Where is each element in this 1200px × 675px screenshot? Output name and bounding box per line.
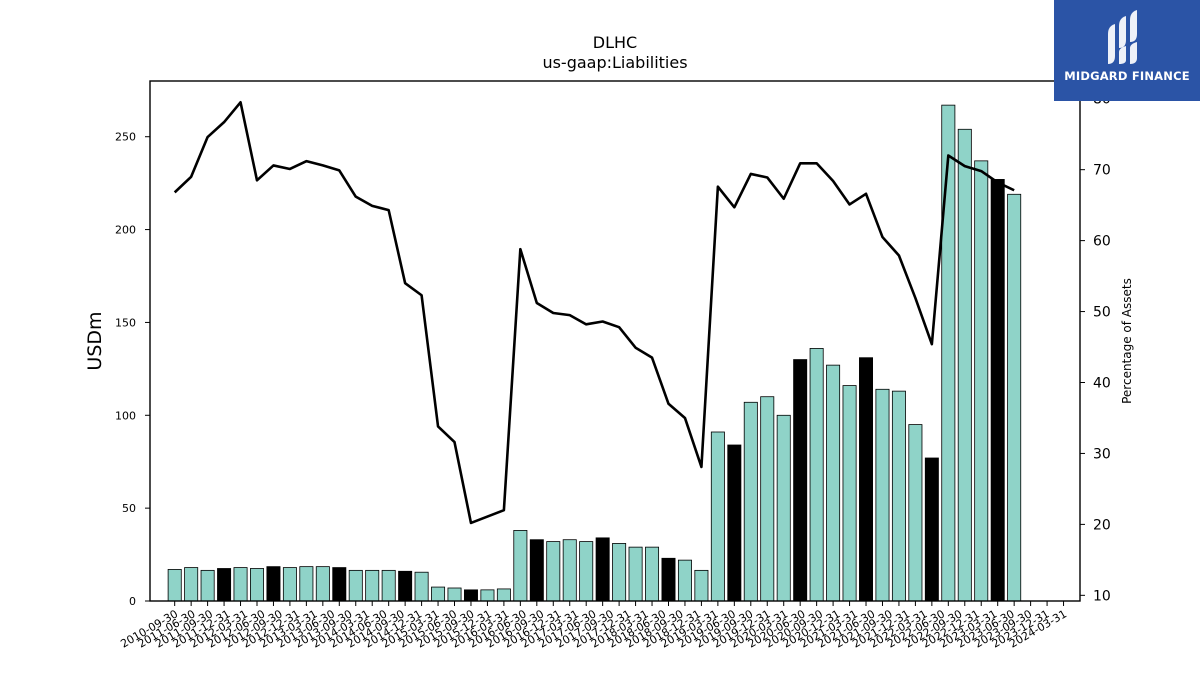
bar-2014-12-31 <box>447 587 462 602</box>
bar-2019-06-30 <box>743 401 758 602</box>
bar-2019-09-30 <box>760 396 775 602</box>
bar-2018-03-31 <box>661 557 676 602</box>
bar-2019-12-31 <box>776 414 791 602</box>
bar-2023-03-31 <box>990 179 1005 602</box>
bar-2022-03-31 <box>924 457 939 602</box>
y-tick-label: 50 <box>122 502 136 515</box>
bar-2020-09-30 <box>826 364 841 602</box>
bar-2014-09-30 <box>431 586 446 602</box>
bar-2017-12-31 <box>645 546 660 602</box>
bar-2020-06-30 <box>809 348 824 602</box>
chart-subtitle: us-gaap:Liabilities <box>542 53 687 72</box>
bar-2021-06-30 <box>875 388 890 602</box>
bar-2012-09-30 <box>299 566 314 602</box>
plot-frame <box>149 80 1081 602</box>
bar-2017-06-30 <box>612 543 627 602</box>
bar-2012-06-30 <box>282 567 297 602</box>
bar-2016-06-30 <box>546 541 561 602</box>
bar-2013-09-30 <box>365 569 380 602</box>
bar-2011-06-30 <box>217 568 232 602</box>
y2-tick-label: 60 <box>1093 234 1111 250</box>
y-axis-label: USDm <box>84 311 106 370</box>
bar-2018-12-31 <box>710 431 725 602</box>
bar-2010-09-30 <box>167 569 182 602</box>
bar-2022-09-30 <box>957 128 972 602</box>
y2-tick-label: 40 <box>1093 376 1111 392</box>
bar-2015-12-31 <box>513 530 528 602</box>
bar-2015-03-31 <box>463 589 478 602</box>
chart-title: DLHC <box>593 33 637 52</box>
y-tick-label: 250 <box>115 131 136 144</box>
bar-2023-06-30 <box>1007 193 1022 602</box>
bar-2022-06-30 <box>941 104 956 602</box>
bar-2017-09-30 <box>628 546 643 602</box>
bar-2021-09-30 <box>891 390 906 602</box>
bar-2014-03-31 <box>398 570 413 602</box>
line-percentage-of-assets <box>173 100 1015 525</box>
bar-2021-03-31 <box>859 357 873 602</box>
bar-2013-12-31 <box>381 569 396 602</box>
bar-2013-06-30 <box>348 569 363 602</box>
brand-name: MIDGARD FINANCE <box>1064 69 1190 83</box>
bar-2010-12-31 <box>184 567 199 602</box>
bar-2011-03-31 <box>200 569 215 602</box>
bar-2016-03-31 <box>529 539 544 602</box>
y-tick-label: 200 <box>115 224 136 237</box>
y2-tick-label: 10 <box>1093 588 1111 604</box>
y-tick-label: 150 <box>115 316 136 329</box>
y2-tick-label: 70 <box>1093 163 1111 179</box>
bar-2016-09-30 <box>562 539 577 602</box>
bar-2020-03-31 <box>793 359 808 602</box>
bar-2016-12-31 <box>579 541 594 602</box>
bar-2015-06-30 <box>480 589 495 602</box>
bar-2012-03-31 <box>266 566 281 602</box>
bar-2019-03-31 <box>727 444 742 602</box>
bar-2021-12-31 <box>908 424 923 602</box>
y-tick-label: 0 <box>129 595 136 608</box>
bar-2013-03-31 <box>332 567 347 602</box>
y2-tick-label: 30 <box>1093 446 1111 462</box>
bar-2011-09-30 <box>233 567 248 602</box>
bar-2018-09-30 <box>694 569 709 602</box>
bar-2014-06-30 <box>414 571 429 602</box>
bar-2020-12-31 <box>842 385 857 602</box>
bar-2015-09-30 <box>496 588 511 602</box>
brand-mark-icon <box>1108 10 1137 64</box>
bar-2017-03-31 <box>595 537 610 602</box>
brand-logo: MIDGARD FINANCE <box>1054 0 1200 101</box>
bar-2022-12-31 <box>974 160 989 602</box>
y2-tick-label: 20 <box>1093 517 1111 533</box>
bar-2012-12-31 <box>315 566 330 602</box>
bar-2011-12-31 <box>250 568 264 602</box>
bar-2018-06-30 <box>677 559 692 602</box>
y2-tick-label: 50 <box>1093 305 1111 321</box>
y2-axis-label: Percentage of Assets <box>1120 278 1134 404</box>
y-tick-label: 100 <box>115 409 136 422</box>
